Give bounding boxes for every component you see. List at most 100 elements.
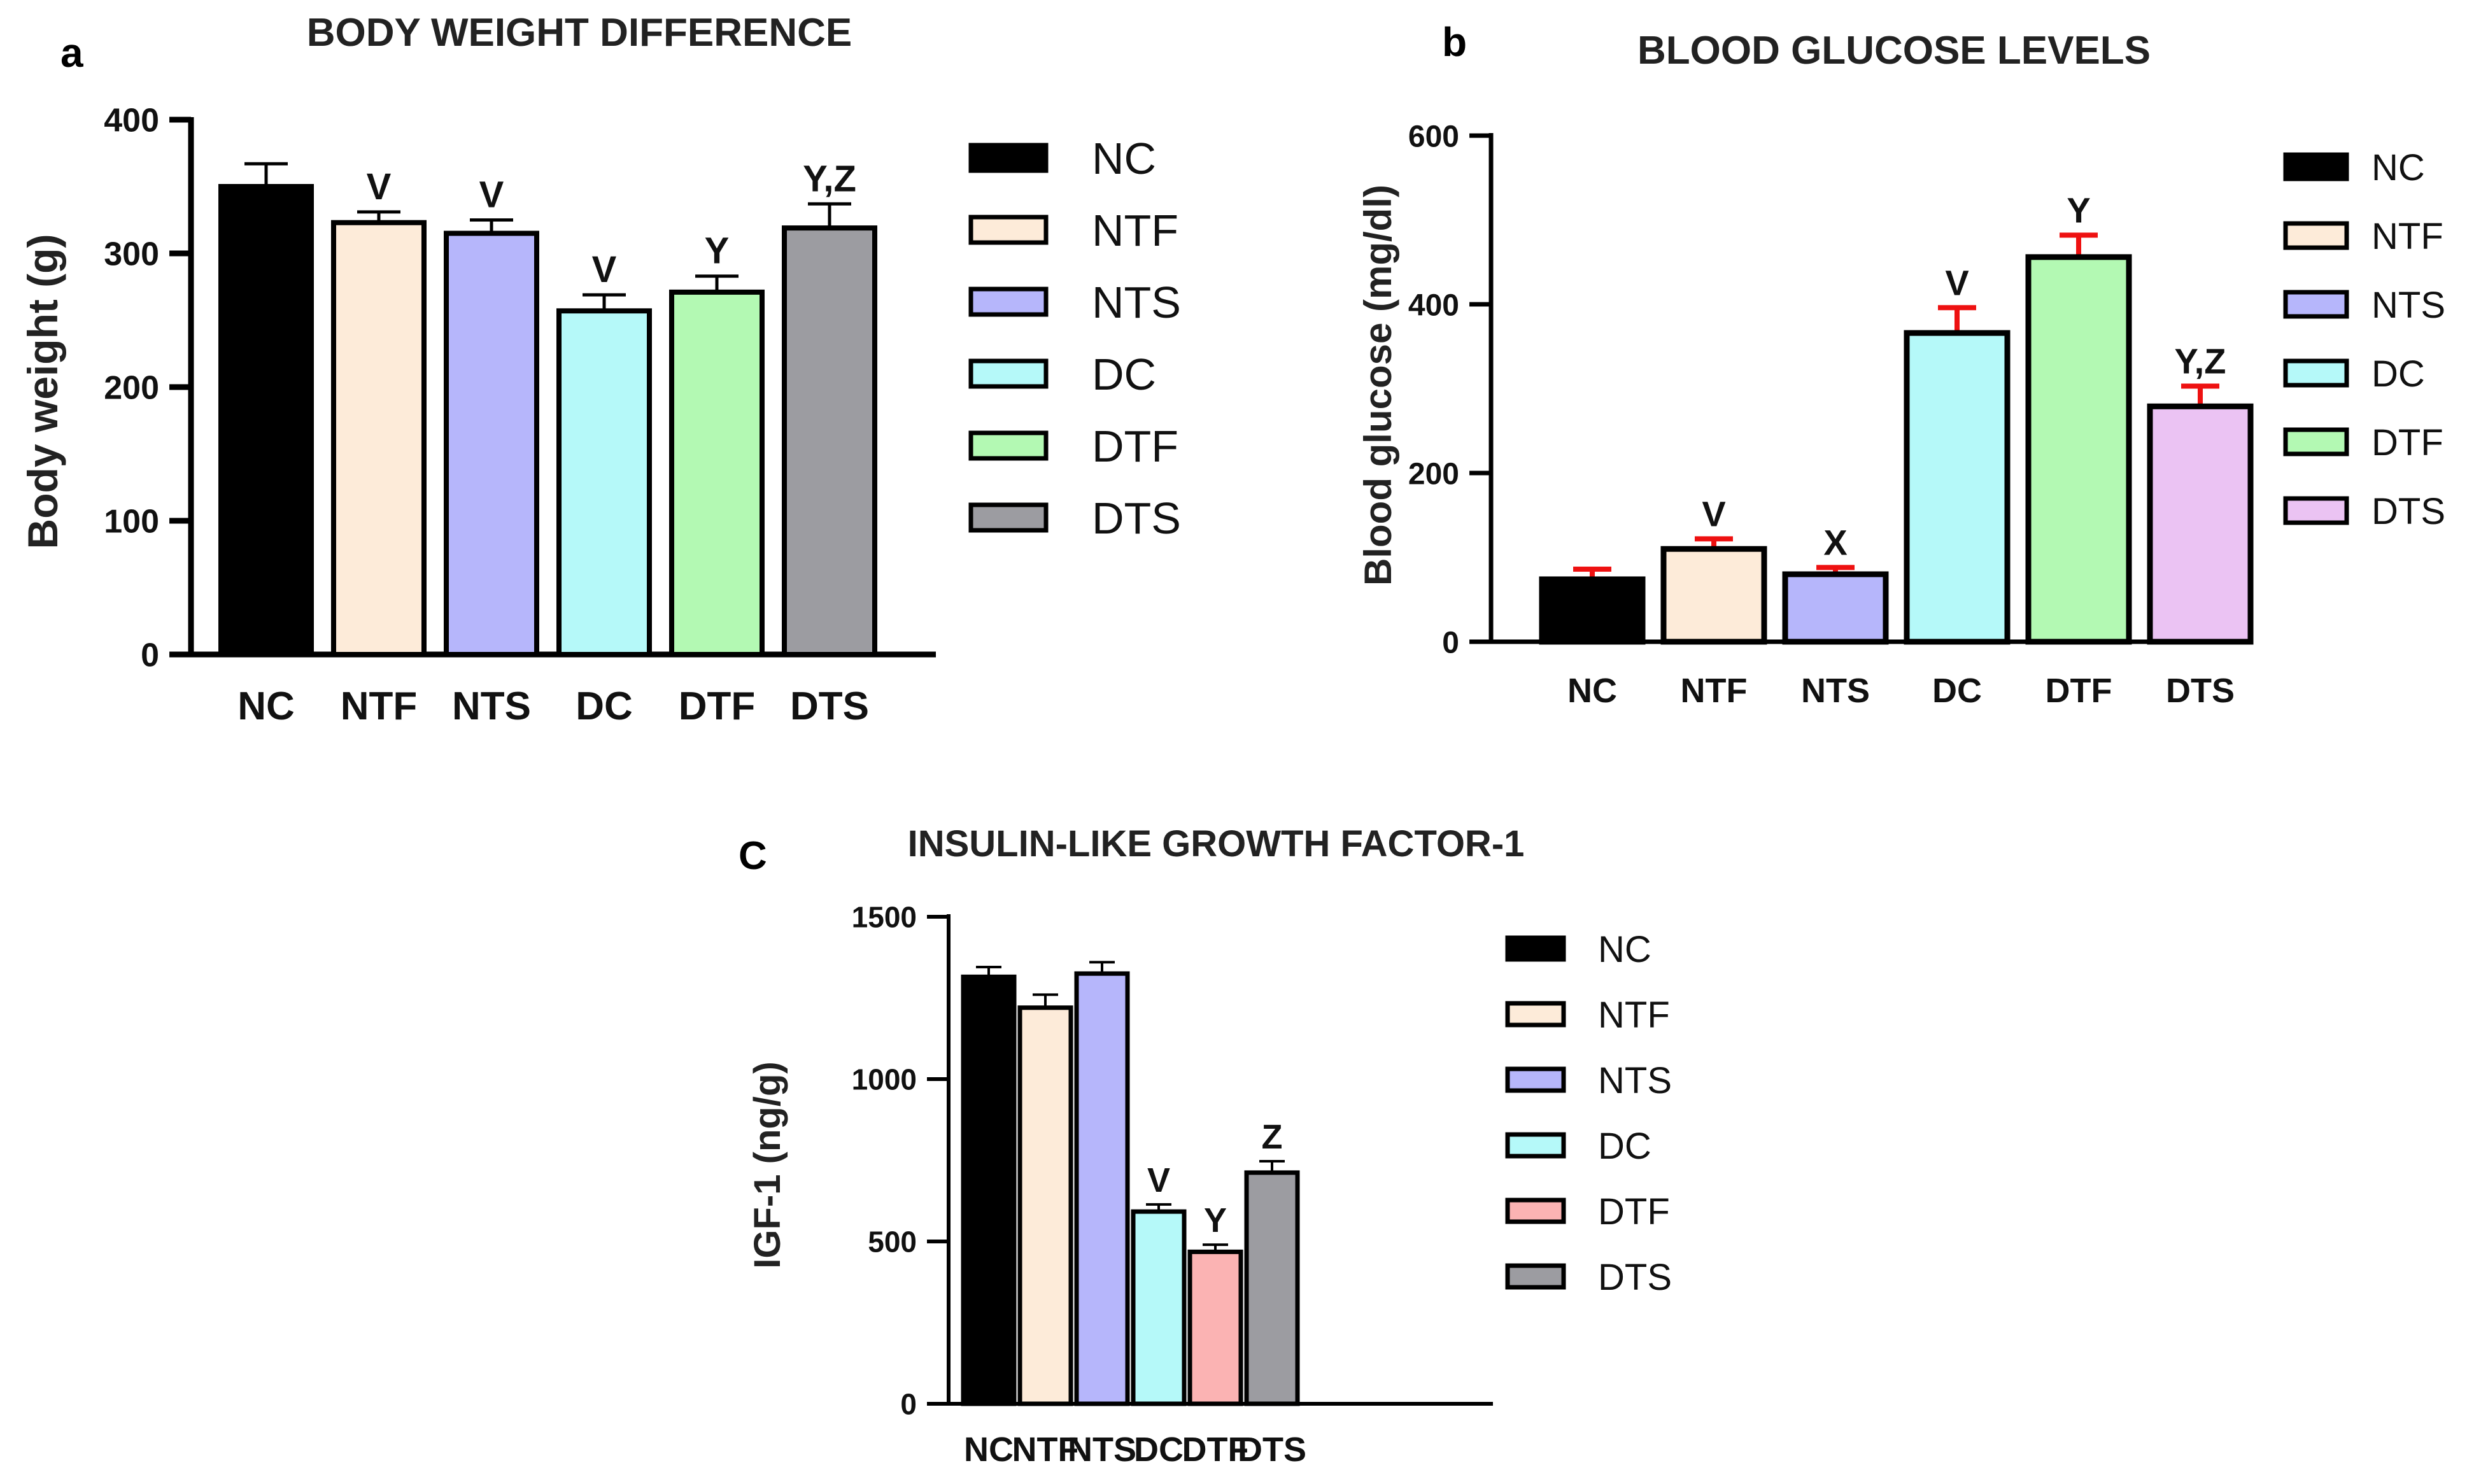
legend-swatch — [2283, 221, 2349, 250]
legend-swatch — [1505, 1132, 1566, 1159]
significance-label: V — [1147, 1161, 1170, 1199]
x-tick-label: NTF — [1012, 1431, 1079, 1469]
legend-swatch — [2283, 290, 2349, 319]
significance-label: V — [1702, 493, 1725, 534]
y-tick-label: 100 — [104, 504, 159, 541]
bar-ntf — [1660, 546, 1767, 645]
y-tick-label: 1500 — [852, 901, 917, 934]
significance-label: Y — [1204, 1201, 1227, 1240]
x-tick-label: DTF — [2046, 672, 2112, 710]
legend-swatch — [1505, 935, 1566, 962]
bar-ntf — [331, 220, 427, 657]
bar-nc — [218, 184, 314, 657]
x-tick-label: DTS — [1238, 1431, 1306, 1469]
x-tick-label: NTF — [1681, 672, 1748, 710]
x-tick-label: DTS — [2166, 672, 2235, 710]
legend-swatch — [968, 358, 1049, 389]
legend-swatch — [2283, 358, 2349, 388]
significance-label: Y,Z — [803, 158, 856, 199]
x-tick-label: NC — [964, 1431, 1014, 1469]
chart-title: INSULIN-LIKE GROWTH FACTOR-1 — [908, 823, 1525, 865]
y-axis-label: Body weight (g) — [19, 234, 66, 549]
legend-label: NTF — [2372, 216, 2443, 257]
legend-swatch — [968, 286, 1049, 317]
legend-swatch — [968, 502, 1049, 533]
significance-label: V — [479, 174, 504, 216]
x-tick-label: DTF — [679, 684, 756, 728]
chart-title: BODY WEIGHT DIFFERENCE — [307, 11, 852, 55]
y-tick-label: 400 — [104, 102, 159, 139]
panel-a: a BODY WEIGHT DIFFERENCE Body weight (g)… — [19, 11, 1181, 728]
y-tick-label: 200 — [1408, 457, 1459, 491]
bar-dtf — [669, 289, 765, 657]
bar-nts — [1074, 971, 1130, 1406]
x-tick-label: DC — [1932, 672, 1982, 710]
x-tick-label: DC — [576, 684, 633, 728]
legend-label: NC — [1598, 929, 1651, 970]
y-axis-label: Blood glucose (mg/dl) — [1357, 185, 1399, 586]
legend-swatch — [2283, 496, 2349, 525]
significance-label: V — [592, 249, 617, 290]
legend-swatch — [968, 215, 1049, 245]
bar-dc — [1904, 330, 2011, 645]
significance-label: Y — [2067, 190, 2090, 230]
legend-label: DTF — [1598, 1191, 1670, 1233]
bar-dts — [782, 225, 877, 658]
panel-letter: b — [1442, 19, 1467, 65]
legend-label: NC — [2372, 147, 2425, 188]
legend-swatch — [2283, 427, 2349, 456]
legend-label: NTS — [1092, 278, 1181, 327]
legend-label: NTS — [1598, 1060, 1672, 1101]
y-tick-label: 0 — [1442, 626, 1459, 660]
bar-nc — [961, 974, 1017, 1406]
y-tick-label: 200 — [104, 370, 159, 407]
y-tick-label: 500 — [868, 1226, 917, 1259]
bar-nts — [1782, 571, 1889, 645]
significance-label: Y,Z — [2175, 341, 2226, 381]
x-tick-label: DTS — [790, 684, 869, 728]
x-tick-label: DC — [1134, 1431, 1184, 1469]
bar-dtf — [1187, 1249, 1243, 1406]
significance-label: V — [1945, 262, 1969, 302]
bar-dts — [1244, 1170, 1300, 1406]
legend-swatch — [1505, 1198, 1566, 1224]
legend-label: DC — [1598, 1126, 1651, 1167]
bar-nc — [1539, 576, 1646, 645]
chart-title: BLOOD GLUCOSE LEVELS — [1637, 29, 2151, 73]
x-tick-label: NTS — [1068, 1431, 1136, 1469]
y-tick-label: 0 — [141, 637, 159, 674]
bar-dts — [2147, 403, 2254, 645]
x-tick-label: NTF — [341, 684, 418, 728]
legend-swatch — [1505, 1001, 1566, 1028]
legend-swatch — [968, 430, 1049, 461]
x-tick-label: NTS — [1801, 672, 1870, 710]
legend-label: DC — [2372, 353, 2425, 395]
legend-label: DTS — [1598, 1257, 1672, 1298]
y-tick-label: 0 — [900, 1388, 917, 1421]
significance-label: V — [367, 166, 392, 208]
legend-label: DTF — [2372, 422, 2443, 463]
legend-label: DTF — [1092, 421, 1178, 471]
legend-swatch — [968, 143, 1049, 173]
legend-swatch — [2283, 152, 2349, 181]
significance-label: Y — [705, 230, 730, 272]
bar-dc — [1131, 1209, 1187, 1406]
legend-label: DC — [1092, 350, 1156, 399]
panel-b: b BLOOD GLUCOSE LEVELS Blood glucose (mg… — [1357, 19, 2445, 710]
y-tick-label: 600 — [1408, 120, 1459, 153]
x-tick-label: NC — [1567, 672, 1617, 710]
x-tick-label: DTF — [1182, 1431, 1249, 1469]
y-tick-label: 300 — [104, 236, 159, 273]
x-tick-label: NTS — [452, 684, 531, 728]
y-axis-label: IGF-1 (ng/g) — [747, 1061, 788, 1268]
legend-label: NTF — [1598, 994, 1670, 1036]
panel-c: C INSULIN-LIKE GROWTH FACTOR-1 IGF-1 (ng… — [739, 823, 1672, 1469]
legend-label: NTS — [2372, 285, 2445, 326]
bar-ntf — [1017, 1005, 1073, 1406]
legend-label: NC — [1092, 134, 1156, 183]
x-tick-label: NC — [237, 684, 295, 728]
legend-label: DTS — [1092, 493, 1181, 543]
legend-swatch — [1505, 1066, 1566, 1093]
significance-label: Z — [1262, 1118, 1283, 1156]
